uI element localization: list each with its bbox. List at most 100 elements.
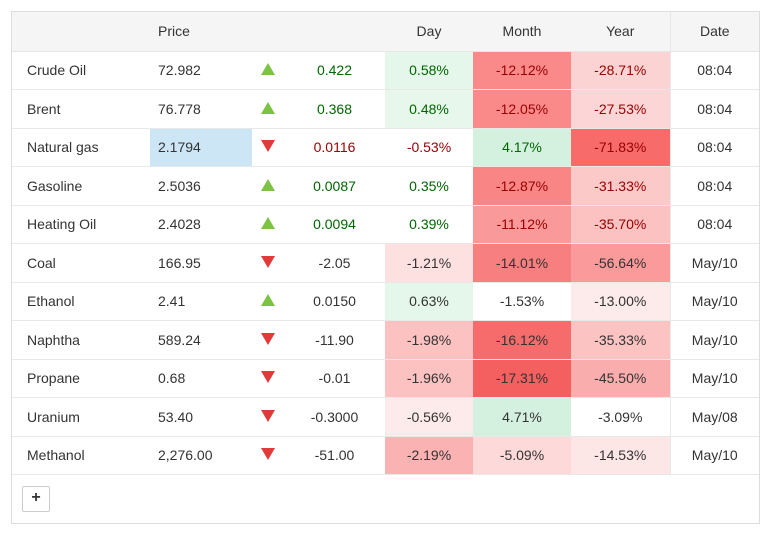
year-pct-cell: -45.50% (571, 359, 670, 398)
year-pct-cell: -14.53% (571, 436, 670, 475)
table-row[interactable]: Gasoline 2.5036 0.0087 0.35% -12.87% -31.33% 0… (12, 166, 759, 206)
price-cell: 2,276.00 (150, 436, 252, 475)
day-pct-cell: -2.19% (385, 436, 473, 475)
change-cell: 0.0116 (284, 128, 385, 167)
day-pct-cell: 0.39% (385, 205, 473, 244)
year-pct-cell: -71.83% (571, 128, 670, 167)
commodity-name[interactable]: Heating Oil (12, 205, 150, 244)
table-row[interactable]: Natural gas 2.1794 0.0116 -0.53% 4.17% -71.83… (12, 128, 759, 167)
change-cell: -0.3000 (284, 397, 385, 437)
table-row[interactable]: Crude Oil 72.982 0.422 0.58% -12.12% -28.71% 0… (12, 51, 759, 90)
table-row[interactable]: Methanol 2,276.00 -51.00 -2.19% -5.09% -14.53… (12, 436, 759, 475)
header-arrow (252, 12, 284, 52)
month-pct-cell: -11.12% (473, 205, 571, 244)
triangle-down-icon (261, 448, 275, 461)
price-cell: 76.778 (150, 89, 252, 129)
commodity-name[interactable]: Ethanol (12, 282, 150, 321)
commodity-name[interactable]: Naphtha (12, 320, 150, 360)
change-cell: -0.01 (284, 359, 385, 398)
date-cell: 08:04 (669, 166, 759, 206)
day-pct-cell: -0.56% (385, 397, 473, 437)
table-row[interactable]: Naphtha 589.24 -11.90 -1.98% -16.12% -35.33% M… (12, 320, 759, 360)
month-pct-cell: 4.17% (473, 128, 571, 167)
commodity-name[interactable]: Brent (12, 89, 150, 129)
direction-cell (252, 128, 284, 167)
header-day[interactable]: Day (385, 12, 473, 52)
date-cell: May/10 (669, 282, 759, 321)
month-pct-cell: -12.05% (473, 89, 571, 129)
commodity-name[interactable]: Coal (12, 243, 150, 283)
year-pct-cell: -31.33% (571, 166, 670, 206)
date-cell: 08:04 (669, 128, 759, 167)
commodities-table: Price Day Month Year Date Crude Oil 72.98… (12, 12, 759, 475)
commodity-name[interactable]: Methanol (12, 436, 150, 475)
header-date[interactable]: Date (669, 12, 759, 52)
table-row[interactable]: Ethanol 2.41 0.0150 0.63% -1.53% -13.00% May/1… (12, 282, 759, 321)
change-cell: -2.05 (284, 243, 385, 283)
date-cell: May/10 (669, 436, 759, 475)
add-row-button[interactable]: + (22, 486, 50, 512)
direction-cell (252, 320, 284, 360)
commodity-name[interactable]: Propane (12, 359, 150, 398)
price-cell: 72.982 (150, 51, 252, 90)
table-row[interactable]: Propane 0.68 -0.01 -1.96% -17.31% -45.50% May/… (12, 359, 759, 398)
price-cell: 589.24 (150, 320, 252, 360)
day-pct-cell: -1.96% (385, 359, 473, 398)
direction-cell (252, 205, 284, 244)
commodity-name[interactable]: Crude Oil (12, 51, 150, 90)
direction-cell (252, 359, 284, 398)
month-pct-cell: -14.01% (473, 243, 571, 283)
triangle-up-icon (261, 217, 275, 230)
day-pct-cell: 0.48% (385, 89, 473, 129)
table-row[interactable]: Brent 76.778 0.368 0.48% -12.05% -27.53% 08:04 (12, 89, 759, 129)
date-cell: May/10 (669, 243, 759, 283)
triangle-up-icon (261, 101, 275, 114)
day-pct-cell: -1.21% (385, 243, 473, 283)
triangle-up-icon (261, 63, 275, 76)
table-row[interactable]: Uranium 53.40 -0.3000 -0.56% 4.71% -3.09% May/… (12, 397, 759, 437)
triangle-down-icon (261, 409, 275, 422)
table-row[interactable]: Heating Oil 2.4028 0.0094 0.39% -11.12% -35.7… (12, 205, 759, 244)
year-pct-cell: -35.70% (571, 205, 670, 244)
header-change (284, 12, 385, 52)
day-pct-cell: 0.35% (385, 166, 473, 206)
day-pct-cell: -0.53% (385, 128, 473, 167)
direction-cell (252, 243, 284, 283)
year-pct-cell: -3.09% (571, 397, 670, 437)
date-cell: May/08 (669, 397, 759, 437)
table-row[interactable]: Coal 166.95 -2.05 -1.21% -14.01% -56.64% May/1… (12, 243, 759, 283)
month-pct-cell: -1.53% (473, 282, 571, 321)
commodity-name[interactable]: Uranium (12, 397, 150, 437)
date-cell: 08:04 (669, 51, 759, 90)
date-cell: May/10 (669, 320, 759, 360)
day-pct-cell: 0.58% (385, 51, 473, 90)
header-price[interactable]: Price (150, 12, 252, 52)
triangle-up-icon (261, 178, 275, 191)
price-cell: 166.95 (150, 243, 252, 283)
month-pct-cell: -12.87% (473, 166, 571, 206)
commodities-panel: Price Day Month Year Date Crude Oil 72.98… (11, 11, 760, 524)
month-pct-cell: -12.12% (473, 51, 571, 90)
year-pct-cell: -56.64% (571, 243, 670, 283)
change-cell: -11.90 (284, 320, 385, 360)
month-pct-cell: -16.12% (473, 320, 571, 360)
direction-cell (252, 436, 284, 475)
triangle-down-icon (261, 371, 275, 384)
direction-cell (252, 166, 284, 206)
commodity-name[interactable]: Natural gas (12, 128, 150, 167)
commodity-name[interactable]: Gasoline (12, 166, 150, 206)
price-cell: 2.4028 (150, 205, 252, 244)
table-header-row: Price Day Month Year Date (12, 12, 759, 52)
month-pct-cell: -17.31% (473, 359, 571, 398)
header-month[interactable]: Month (473, 12, 571, 52)
header-year[interactable]: Year (571, 12, 670, 52)
change-cell: 0.422 (284, 51, 385, 90)
triangle-down-icon (261, 332, 275, 345)
price-cell: 2.41 (150, 282, 252, 321)
change-cell: -51.00 (284, 436, 385, 475)
change-cell: 0.0094 (284, 205, 385, 244)
price-cell: 2.5036 (150, 166, 252, 206)
price-cell: 0.68 (150, 359, 252, 398)
day-pct-cell: -1.98% (385, 320, 473, 360)
direction-cell (252, 397, 284, 437)
